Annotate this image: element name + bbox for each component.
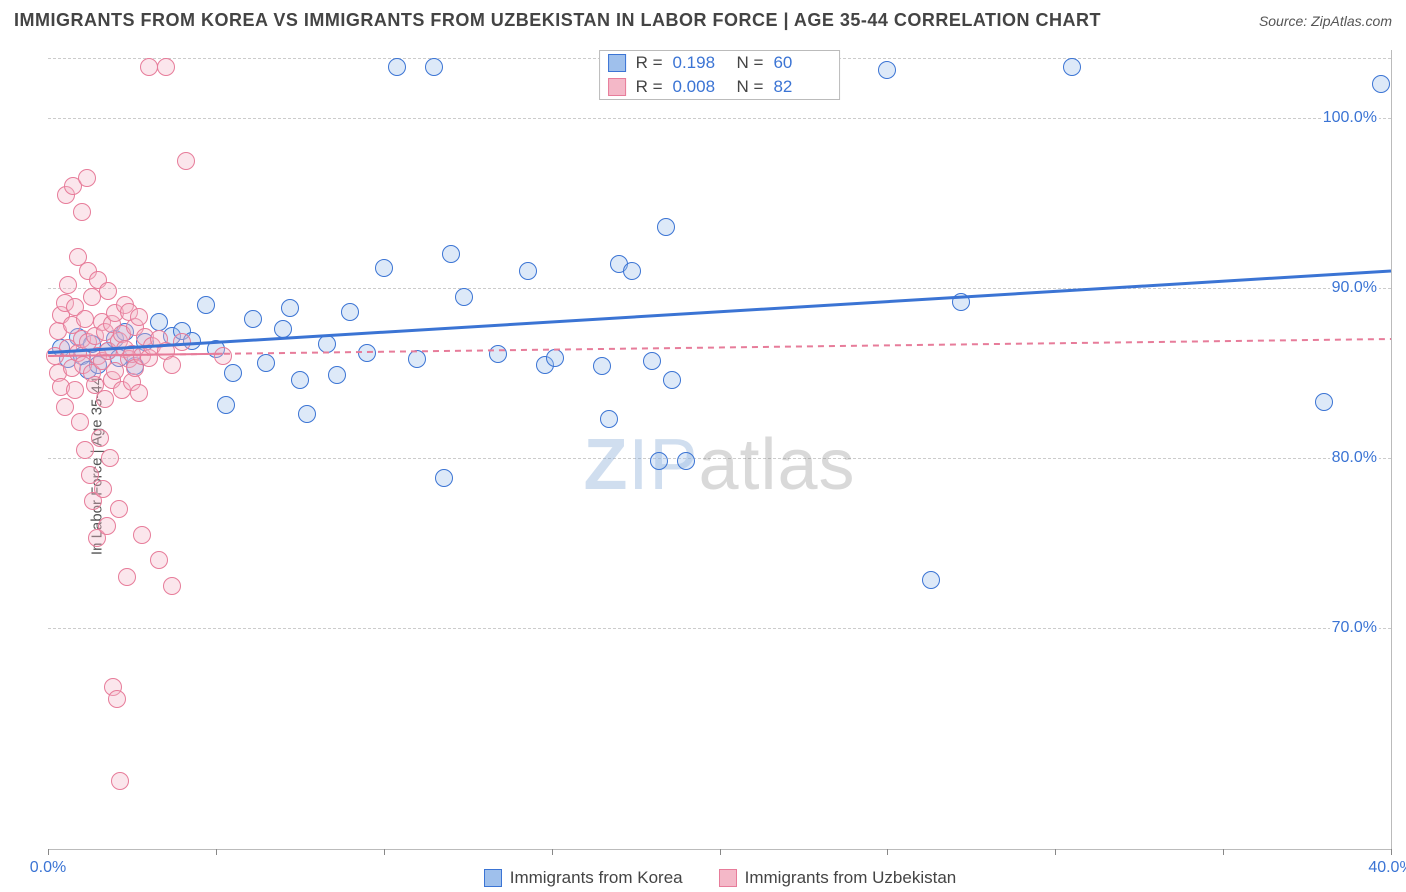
chart-title: IMMIGRANTS FROM KOREA VS IMMIGRANTS FROM… [14, 10, 1101, 31]
legend-series: Immigrants from Korea Immigrants from Uz… [48, 868, 1392, 888]
x-tick-mark [1223, 849, 1224, 855]
r-label: R = [636, 77, 663, 97]
r-value-uzbekistan: 0.008 [673, 77, 727, 97]
trendline-solid-uzbekistan [48, 354, 223, 356]
chart-area: In Labor Force | Age 35-44 ZIPatlas R = … [0, 40, 1406, 892]
swatch-uzbekistan [608, 78, 626, 96]
n-value-korea: 60 [773, 53, 827, 73]
x-tick-mark [48, 849, 49, 855]
x-tick-mark [1055, 849, 1056, 855]
legend-correlation: R = 0.198 N = 60 R = 0.008 N = 82 [599, 50, 841, 100]
x-tick-mark [216, 849, 217, 855]
x-tick-mark [384, 849, 385, 855]
n-label: N = [737, 53, 764, 73]
x-tick-mark [552, 849, 553, 855]
r-label: R = [636, 53, 663, 73]
legend-row-korea: R = 0.198 N = 60 [600, 51, 840, 75]
x-tick-mark [720, 849, 721, 855]
swatch-korea [608, 54, 626, 72]
legend-item-uzbekistan: Immigrants from Uzbekistan [719, 868, 957, 888]
n-label: N = [737, 77, 764, 97]
series-label-uzbekistan: Immigrants from Uzbekistan [745, 868, 957, 888]
x-tick-mark [887, 849, 888, 855]
series-label-korea: Immigrants from Korea [510, 868, 683, 888]
trendline-korea [48, 271, 1391, 353]
r-value-korea: 0.198 [673, 53, 727, 73]
legend-item-korea: Immigrants from Korea [484, 868, 683, 888]
legend-row-uzbekistan: R = 0.008 N = 82 [600, 75, 840, 99]
x-tick-mark [1391, 849, 1392, 855]
n-value-uzbekistan: 82 [773, 77, 827, 97]
plot-region: ZIPatlas R = 0.198 N = 60 R = 0.008 N = … [48, 50, 1392, 850]
source-label: Source: ZipAtlas.com [1259, 13, 1392, 29]
trend-lines [48, 50, 1391, 849]
swatch-uzbekistan [719, 869, 737, 887]
swatch-korea [484, 869, 502, 887]
